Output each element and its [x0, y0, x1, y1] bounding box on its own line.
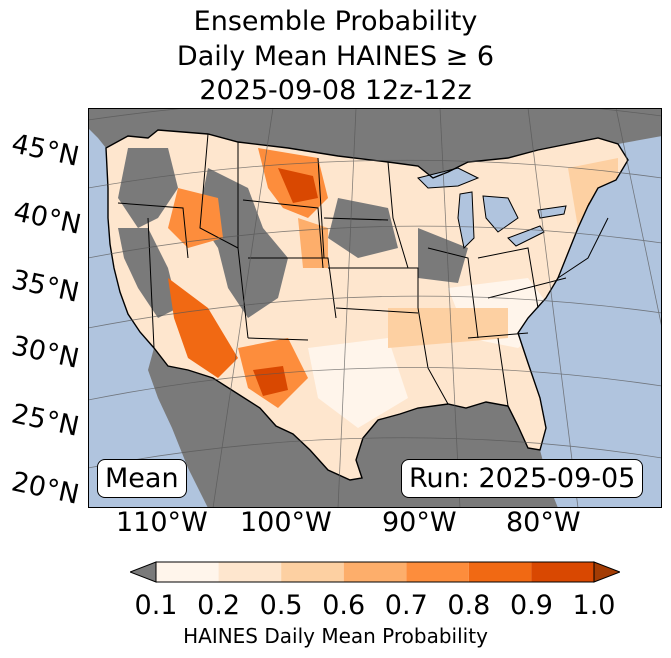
- gray-patch-northwest: [118, 148, 178, 228]
- colorbar-cell: [406, 562, 469, 582]
- run-label: Run: 2025-09-05: [401, 459, 644, 498]
- colorbar-cell: [531, 562, 594, 582]
- stat-label: Mean: [97, 459, 187, 498]
- light-patch-texas: [308, 338, 408, 428]
- lake-erie: [507, 225, 545, 247]
- lon-label-80: 80°W: [506, 507, 581, 538]
- lat-label-45: 45°N: [8, 128, 82, 173]
- colorbar-cell: [281, 562, 344, 582]
- colorbar-cell: [343, 562, 407, 582]
- graticule: [88, 108, 662, 508]
- colorbar-cell: [156, 562, 219, 582]
- lon-label-110: 110°W: [116, 507, 208, 538]
- colorbar-tick-label: 0.6: [322, 590, 366, 621]
- lake-michigan: [457, 191, 475, 250]
- title-line-3: 2025-09-08 12z-12z: [199, 75, 472, 106]
- lat-label-25: 25°N: [8, 398, 82, 443]
- colorbar-under-arrow: [130, 561, 157, 583]
- gray-patch-california: [118, 228, 178, 318]
- colorbar-tick-label: 0.7: [384, 590, 428, 621]
- high-patch-southwest: [168, 278, 238, 378]
- colorbar-tick-label: 0.5: [259, 590, 303, 621]
- gray-patch-midwest: [418, 228, 468, 283]
- lat-label-30: 30°N: [8, 330, 82, 375]
- probability-map: [88, 108, 662, 508]
- lat-label-40: 40°N: [10, 196, 84, 241]
- gray-patch-rockies: [198, 168, 288, 318]
- veryhigh-patch-montana: [278, 168, 318, 203]
- canada-gray: [88, 108, 662, 178]
- lat-label-35: 35°N: [8, 264, 82, 309]
- lake-ontario: [537, 205, 567, 219]
- lon-label-90: 90°W: [382, 507, 457, 538]
- colorbar-tick-label: 1.0: [572, 590, 616, 621]
- lat-label-20: 20°N: [8, 466, 82, 511]
- gray-patch-plains: [328, 198, 398, 258]
- colorbar-tick-label: 0.8: [447, 590, 491, 621]
- title-line-1: Ensemble Probability: [193, 6, 478, 37]
- lon-label-100: 100°W: [240, 507, 332, 538]
- coastline: [105, 129, 629, 481]
- colorbar-tick-label: 0.1: [134, 590, 178, 621]
- title-line-2: Daily Mean HAINES ≥ 6: [176, 41, 495, 72]
- high-patch-colorado: [298, 218, 328, 268]
- colorbar-cell: [218, 562, 282, 582]
- colorbar-over-arrow: [593, 561, 620, 583]
- colorbar-label: HAINES Daily Mean Probability: [183, 624, 488, 648]
- colorbar-tick-label: 0.2: [197, 590, 241, 621]
- colorbar-tick-label: 0.9: [509, 590, 553, 621]
- colorbar: [130, 561, 620, 583]
- colorbar-cell: [468, 562, 532, 582]
- lake-huron: [482, 195, 519, 233]
